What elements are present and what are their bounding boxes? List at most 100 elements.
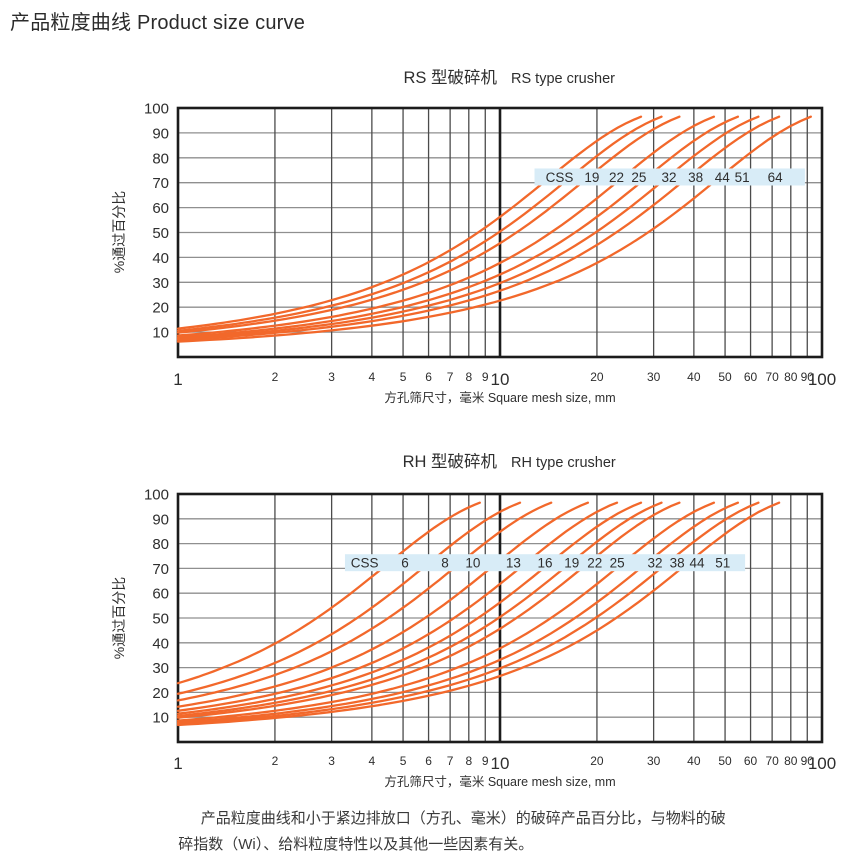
css-band-label: 32	[648, 556, 663, 571]
css-band	[344, 554, 746, 572]
css-band-label: 8	[441, 556, 449, 571]
y-tick-label: 100	[144, 487, 169, 504]
plot-frame	[176, 492, 824, 744]
css-band-title: CSS	[351, 556, 379, 571]
caption-line-2: 碎指数（Wi）、给料粒度特性以及其他一些因素有关。	[178, 836, 534, 853]
rh-chart-title-en: RH type crusher	[511, 455, 616, 471]
x-tick-label: 90	[801, 370, 815, 384]
y-tick-label: 40	[152, 250, 169, 267]
rh-x-axis-title: 方孔筛尺寸，毫米 Square mesh size, mm	[384, 774, 615, 789]
product-curve-css-8	[176, 501, 522, 695]
product-curve-css-32	[176, 501, 716, 722]
y-tick-label: 60	[152, 200, 169, 217]
css-band-label: 51	[715, 556, 730, 571]
x-tick-label: 70	[765, 370, 779, 384]
css-band-label: 22	[609, 170, 624, 185]
x-tick-label: 8	[465, 754, 472, 768]
x-tick-label: 60	[744, 370, 758, 384]
x-tick-label: 70	[765, 754, 779, 768]
figure-caption: 产品粒度曲线和小于紧边排放口（方孔、毫米）的破碎产品百分比，与物料的破 碎指数（…	[170, 806, 854, 858]
x-tick-label: 40	[687, 754, 701, 768]
rs-plot-area: CSS 19 22 25 32 38 44 51 64100908070605040302010…	[144, 101, 836, 390]
x-tick-label: 3	[328, 370, 335, 384]
x-tick-label: 30	[647, 370, 661, 384]
css-band-label: 32	[662, 170, 677, 185]
x-tick-label: 5	[400, 754, 407, 768]
x-tick-label: 100	[808, 754, 836, 773]
x-tick-label: 5	[400, 370, 407, 384]
x-tick-label: 60	[744, 754, 758, 768]
y-tick-label: 30	[152, 660, 169, 677]
css-band	[534, 168, 805, 186]
y-tick-label: 70	[152, 175, 169, 192]
y-tick-label: 20	[152, 300, 169, 317]
x-tick-label: 7	[447, 754, 454, 768]
css-band-label: 25	[631, 170, 646, 185]
x-tick-label: 40	[687, 370, 701, 384]
x-tick-label: 100	[808, 370, 836, 389]
y-tick-label: 90	[152, 511, 169, 528]
y-tick-label: 30	[152, 275, 169, 292]
product-curve-css-64	[176, 115, 812, 343]
x-tick-label: 2	[272, 370, 279, 384]
x-tick-label: 10	[491, 370, 510, 389]
product-curve-css-10	[176, 501, 553, 702]
y-tick-label: 40	[152, 635, 169, 652]
y-tick-label: 100	[144, 101, 169, 118]
x-tick-label: 7	[447, 370, 454, 384]
plot-frame	[176, 106, 824, 359]
product-curve-css-13	[176, 501, 590, 708]
y-tick-label: 70	[152, 561, 169, 578]
y-tick-label: 10	[152, 325, 169, 342]
x-tick-label: 2	[272, 754, 279, 768]
x-tick-label: 90	[801, 754, 815, 768]
x-tick-label: 9	[482, 370, 489, 384]
caption-line-1: 产品粒度曲线和小于紧边排放口（方孔、毫米）的破碎产品百分比，与物料的破	[200, 810, 726, 827]
css-band-label: 19	[564, 556, 579, 571]
x-tick-label: 6	[425, 754, 432, 768]
y-tick-label: 50	[152, 611, 169, 628]
product-curve-css-51	[176, 501, 781, 727]
css-band-label: 19	[584, 170, 599, 185]
x-tick-label: 3	[328, 754, 335, 768]
product-curve-css-32	[176, 115, 716, 337]
x-tick-label: 9	[482, 754, 489, 768]
x-tick-label: 4	[369, 754, 376, 768]
x-tick-label: 8	[465, 370, 472, 384]
x-tick-label: 80	[784, 754, 798, 768]
css-band-label: 64	[768, 170, 784, 185]
y-tick-label: 20	[152, 685, 169, 702]
x-tick-label: 4	[369, 370, 376, 384]
css-band-label: 13	[506, 556, 521, 571]
css-band-title: CSS	[546, 170, 574, 185]
css-band-label: 38	[670, 556, 685, 571]
product-size-curves-figure: RS 型破碎机 RS type crusher RH 型破碎机 RH type …	[111, 68, 836, 789]
rh-plot-area: CSS 6 8 10 13 16 19 22 25 32 38 44 51100908070605040…	[144, 487, 836, 774]
product-curve-css-19	[176, 115, 643, 330]
product-curve-css-16	[176, 501, 619, 712]
css-band-label: 44	[689, 556, 705, 571]
css-band-label: 44	[715, 170, 731, 185]
css-band-label: 51	[735, 170, 750, 185]
x-tick-label: 1	[173, 370, 182, 389]
y-tick-label: 80	[152, 536, 169, 553]
x-tick-label: 10	[491, 754, 510, 773]
css-band-label: 6	[401, 556, 409, 571]
css-band-label: 38	[688, 170, 703, 185]
x-tick-label: 50	[718, 370, 732, 384]
x-tick-label: 20	[590, 370, 604, 384]
css-band-label: 25	[610, 556, 625, 571]
css-band-label: 22	[587, 556, 602, 571]
x-tick-label: 1	[173, 754, 182, 773]
css-band-label: 10	[465, 556, 480, 571]
y-tick-label: 50	[152, 225, 169, 242]
x-tick-label: 20	[590, 754, 604, 768]
css-band-label: 16	[538, 556, 553, 571]
x-tick-label: 80	[784, 370, 798, 384]
y-tick-label: 90	[152, 125, 169, 142]
rs-chart-title-zh: RS 型破碎机	[403, 68, 497, 87]
x-tick-label: 50	[718, 754, 732, 768]
y-tick-label: 80	[152, 150, 169, 167]
rs-y-axis-title: %通过百分比	[111, 191, 127, 273]
